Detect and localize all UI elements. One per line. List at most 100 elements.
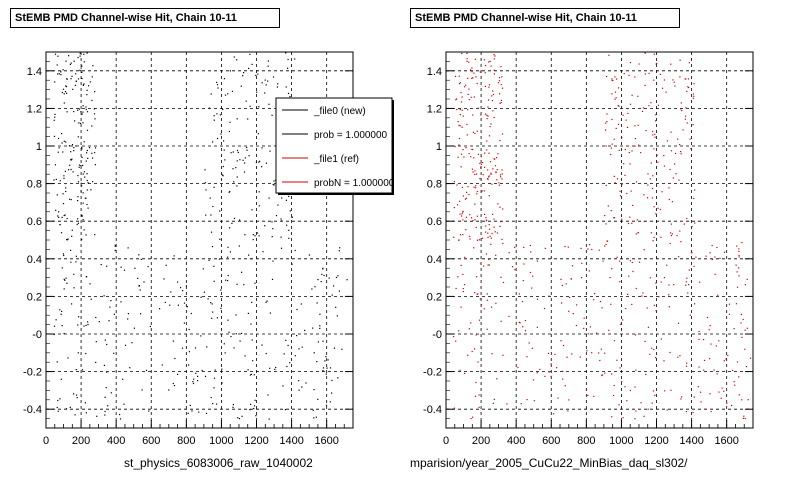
data-point	[256, 232, 259, 234]
data-point	[487, 115, 489, 117]
data-point	[91, 99, 93, 102]
data-point	[114, 245, 116, 247]
data-point	[583, 317, 585, 319]
data-point	[322, 340, 324, 342]
data-point	[622, 417, 624, 419]
data-point	[684, 118, 686, 120]
data-point	[73, 60, 75, 62]
data-point	[277, 83, 279, 85]
data-point	[474, 219, 476, 221]
data-point	[655, 114, 657, 116]
data-point	[646, 307, 648, 309]
data-point	[71, 235, 73, 237]
data-point	[487, 169, 489, 171]
data-point	[601, 374, 603, 376]
data-point	[655, 282, 657, 284]
data-point	[653, 206, 655, 208]
data-point	[529, 271, 531, 274]
data-point	[486, 140, 488, 142]
data-point	[687, 292, 689, 294]
data-point	[81, 214, 83, 217]
data-point	[236, 283, 238, 285]
data-point	[487, 178, 489, 180]
data-point	[519, 322, 521, 324]
data-point	[243, 72, 245, 74]
data-point	[183, 322, 185, 324]
data-point	[223, 149, 225, 151]
data-point	[589, 244, 591, 246]
data-point	[501, 178, 503, 180]
data-point	[705, 255, 707, 257]
data-point	[716, 373, 718, 375]
data-point	[689, 314, 691, 316]
data-point	[708, 329, 710, 331]
data-point	[253, 407, 255, 410]
data-point	[237, 151, 239, 154]
data-point	[284, 409, 286, 411]
data-point	[229, 251, 231, 253]
data-point	[491, 232, 493, 235]
data-point	[569, 296, 571, 299]
data-point	[457, 204, 459, 206]
data-point	[459, 213, 461, 215]
data-point	[204, 375, 207, 377]
data-point	[488, 152, 490, 154]
data-point	[614, 91, 617, 93]
data-point	[265, 301, 267, 303]
data-point	[216, 113, 218, 115]
data-point	[133, 327, 135, 329]
data-point	[646, 197, 649, 199]
data-point	[740, 322, 742, 324]
data-point	[459, 200, 461, 202]
data-point	[86, 129, 89, 131]
data-point	[598, 249, 600, 251]
data-point	[321, 273, 323, 275]
data-point	[462, 115, 464, 117]
data-point	[94, 91, 96, 93]
data-point	[251, 63, 253, 65]
data-point	[473, 72, 475, 74]
data-point	[675, 173, 677, 175]
data-point	[456, 109, 458, 111]
data-point	[465, 216, 467, 218]
data-point	[655, 213, 657, 215]
data-point	[145, 369, 148, 371]
data-point	[458, 239, 460, 241]
file-label-left: st_physics_6083006_raw_1040002	[124, 456, 313, 470]
data-point	[484, 166, 486, 168]
data-point	[493, 116, 495, 119]
data-point	[325, 373, 327, 375]
data-point	[621, 183, 623, 185]
data-point	[669, 168, 671, 171]
data-point	[235, 333, 237, 335]
data-point	[463, 156, 465, 158]
data-point	[643, 107, 645, 109]
data-point	[706, 316, 709, 319]
data-point	[77, 109, 79, 111]
data-point	[202, 268, 204, 270]
data-point	[474, 170, 476, 172]
data-point	[327, 359, 329, 361]
data-point	[61, 142, 63, 144]
data-point	[587, 333, 589, 335]
data-point	[458, 137, 461, 140]
data-point	[245, 100, 247, 102]
data-point	[218, 258, 220, 260]
data-point	[685, 107, 687, 109]
data-point	[252, 239, 254, 241]
data-point	[271, 114, 273, 116]
data-point	[64, 279, 66, 281]
data-point	[464, 256, 466, 258]
data-point	[338, 290, 340, 292]
data-point	[470, 96, 472, 98]
data-point	[532, 379, 535, 381]
data-point	[483, 190, 485, 192]
data-point	[197, 375, 199, 377]
data-point	[268, 197, 270, 199]
data-point	[469, 238, 471, 240]
data-point	[71, 158, 73, 160]
data-point	[572, 313, 574, 315]
data-point	[53, 119, 55, 121]
data-point	[619, 367, 621, 369]
data-point	[475, 185, 477, 187]
